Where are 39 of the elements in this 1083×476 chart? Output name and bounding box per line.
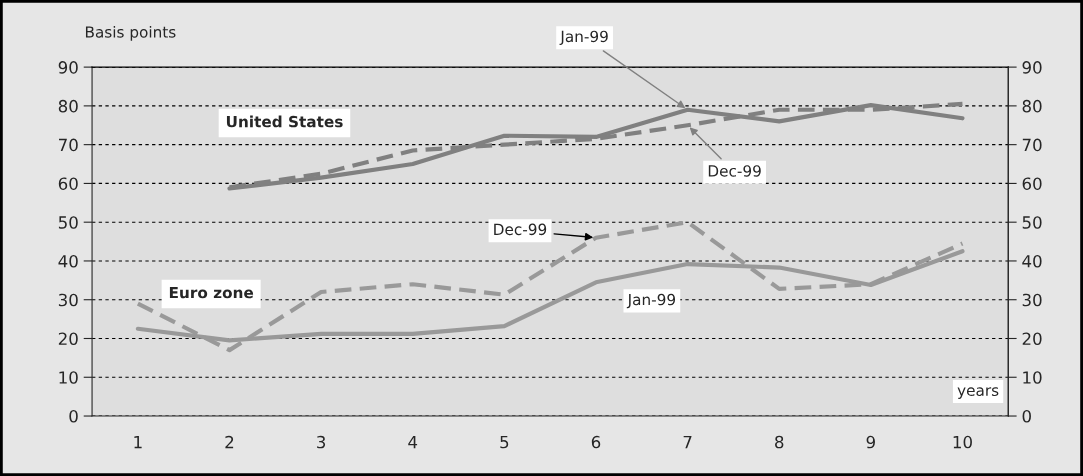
y-tick-label: 70 [59, 138, 78, 152]
x-tick-label: 7 [683, 435, 692, 449]
y2-tick-label: 70 [1022, 138, 1042, 152]
x-tick-label: 2 [225, 435, 234, 449]
x-tick-label: 6 [591, 435, 601, 449]
y-axis-title: Basis points [85, 25, 176, 41]
x-tick-label: 4 [408, 435, 418, 449]
y-tick-label: 20 [58, 332, 78, 346]
y2-tick-label: 80 [1022, 99, 1042, 113]
x-tick-label: 3 [317, 435, 326, 449]
annotation: Dec-99 [494, 223, 547, 236]
x-axis-title: years [957, 387, 999, 399]
y2-tick-label: 0 [1022, 409, 1031, 423]
y-tick-label: 80 [58, 99, 78, 113]
x-tick-label: 10 [953, 435, 972, 449]
line-series [135, 220, 965, 353]
y-tick-label: 50 [58, 216, 78, 229]
y-tick-label: 60 [58, 177, 78, 190]
annotation: Dec-99 [708, 165, 761, 177]
annotation: Jan-99 [559, 30, 608, 46]
y-tick-label: 0 [69, 409, 78, 423]
x-tick-label: 5 [500, 435, 509, 449]
x-tick-label: 8 [775, 435, 784, 449]
y2-tick-label: 10 [1023, 371, 1042, 384]
x-tick-label: 9 [866, 435, 875, 449]
y-tick-label: 10 [59, 371, 78, 384]
y2-tick-label: 50 [1022, 216, 1042, 229]
annotation: Jan-99 [626, 293, 676, 309]
y2-tick-label: 30 [1022, 293, 1042, 307]
y2-tick-label: 20 [1022, 332, 1042, 346]
y-tick-label: 90 [58, 61, 78, 74]
annotation: Euro zone [169, 286, 254, 299]
y2-tick-label: 90 [1022, 61, 1042, 74]
y2-tick-label: 60 [1022, 177, 1042, 190]
y-tick-label: 30 [58, 293, 78, 307]
x-tick-label: 1 [134, 435, 142, 449]
y2-tick-label: 40 [1022, 254, 1042, 268]
annotation: United States [226, 115, 343, 128]
y-tick-label: 40 [58, 254, 78, 268]
